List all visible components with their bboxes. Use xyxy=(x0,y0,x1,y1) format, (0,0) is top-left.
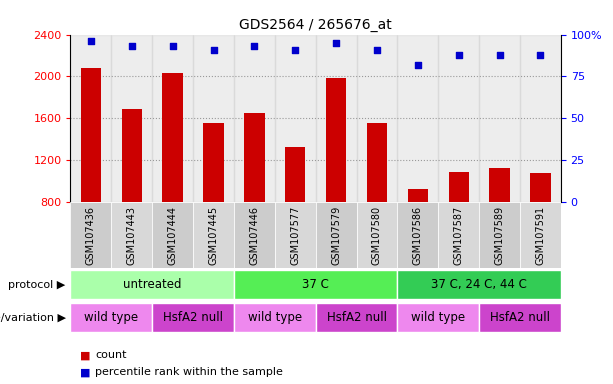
Bar xyxy=(70,303,152,333)
Text: GSM107589: GSM107589 xyxy=(495,205,504,265)
Text: percentile rank within the sample: percentile rank within the sample xyxy=(95,367,283,377)
Point xyxy=(127,43,137,50)
Text: wild type: wild type xyxy=(248,311,302,324)
Text: GSM107587: GSM107587 xyxy=(454,205,463,265)
Text: 37 C, 24 C, 44 C: 37 C, 24 C, 44 C xyxy=(431,278,527,291)
Point xyxy=(536,51,546,58)
Text: GSM107445: GSM107445 xyxy=(208,205,218,265)
Text: GSM107580: GSM107580 xyxy=(372,205,382,265)
Text: HsfA2 null: HsfA2 null xyxy=(327,311,387,324)
Point xyxy=(454,51,463,58)
Bar xyxy=(489,168,510,202)
Bar xyxy=(479,303,561,333)
Bar xyxy=(357,202,397,268)
Bar xyxy=(70,270,234,300)
Point xyxy=(208,46,218,53)
Text: GSM107443: GSM107443 xyxy=(127,205,137,265)
Point xyxy=(495,51,504,58)
Bar xyxy=(234,303,316,333)
Bar xyxy=(397,270,561,300)
Bar xyxy=(530,173,550,202)
Text: protocol ▶: protocol ▶ xyxy=(9,280,66,290)
Bar xyxy=(397,35,438,202)
Bar xyxy=(193,202,234,268)
Bar xyxy=(397,303,479,333)
Bar xyxy=(479,35,520,202)
Bar xyxy=(234,35,275,202)
Text: ■: ■ xyxy=(80,350,90,360)
Bar xyxy=(193,35,234,202)
Title: GDS2564 / 265676_at: GDS2564 / 265676_at xyxy=(239,18,392,32)
Text: wild type: wild type xyxy=(411,311,465,324)
Bar xyxy=(520,202,561,268)
Bar xyxy=(438,202,479,268)
Bar xyxy=(367,122,387,202)
Point xyxy=(331,40,341,46)
Point xyxy=(168,43,178,50)
Bar xyxy=(357,35,397,202)
Point xyxy=(249,43,259,50)
Text: HsfA2 null: HsfA2 null xyxy=(490,311,550,324)
Bar xyxy=(316,35,357,202)
Bar xyxy=(479,202,520,268)
Bar xyxy=(326,78,346,202)
Bar xyxy=(449,172,469,202)
Bar xyxy=(275,35,316,202)
Bar xyxy=(316,202,357,268)
Bar xyxy=(152,202,193,268)
Text: genotype/variation ▶: genotype/variation ▶ xyxy=(0,313,66,323)
Bar xyxy=(112,35,152,202)
Text: wild type: wild type xyxy=(85,311,139,324)
Text: GSM107436: GSM107436 xyxy=(86,205,96,265)
Bar xyxy=(234,270,397,300)
Point xyxy=(372,46,382,53)
Bar xyxy=(408,189,428,202)
Bar xyxy=(152,35,193,202)
Bar xyxy=(162,73,183,202)
Text: GSM107591: GSM107591 xyxy=(536,205,546,265)
Text: GSM107586: GSM107586 xyxy=(413,205,423,265)
Bar xyxy=(275,202,316,268)
Bar xyxy=(520,35,561,202)
Point xyxy=(413,62,423,68)
Text: 37 C: 37 C xyxy=(302,278,329,291)
Bar xyxy=(234,202,275,268)
Text: untreated: untreated xyxy=(123,278,181,291)
Text: GSM107444: GSM107444 xyxy=(168,205,178,265)
Text: GSM107579: GSM107579 xyxy=(331,205,341,265)
Bar xyxy=(285,147,305,202)
Point xyxy=(86,38,96,44)
Text: GSM107577: GSM107577 xyxy=(291,205,300,265)
Bar xyxy=(152,303,234,333)
Bar xyxy=(316,303,397,333)
Bar xyxy=(397,202,438,268)
Text: HsfA2 null: HsfA2 null xyxy=(163,311,223,324)
Bar xyxy=(70,202,112,268)
Text: ■: ■ xyxy=(80,367,90,377)
Point xyxy=(291,46,300,53)
Bar xyxy=(438,35,479,202)
Bar xyxy=(112,202,152,268)
Bar xyxy=(244,113,265,202)
Bar xyxy=(81,68,101,202)
Bar xyxy=(70,35,112,202)
Text: count: count xyxy=(95,350,126,360)
Bar xyxy=(121,109,142,202)
Text: GSM107446: GSM107446 xyxy=(249,205,259,265)
Bar xyxy=(204,122,224,202)
